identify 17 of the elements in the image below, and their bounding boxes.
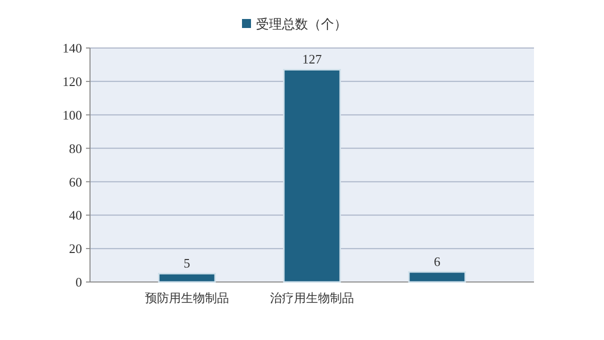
x-tick-label: 治疗用生物制品 xyxy=(270,291,354,305)
y-tick-label: 0 xyxy=(76,274,82,290)
y-tick-label: 100 xyxy=(62,107,82,122)
data-label: 6 xyxy=(434,254,441,269)
y-tick-label: 60 xyxy=(69,174,82,190)
y-tick-label: 140 xyxy=(62,40,82,56)
data-label: 127 xyxy=(302,52,322,67)
y-tick-label: 20 xyxy=(69,241,82,256)
bar xyxy=(283,68,341,283)
y-tick-label: 40 xyxy=(69,208,82,223)
data-label: 5 xyxy=(184,256,190,271)
y-tick-label: 80 xyxy=(69,140,82,156)
legend-label: 受理总数（个） xyxy=(256,18,347,33)
x-tick-label: 预防用生物制品 xyxy=(144,291,229,305)
bar xyxy=(408,271,466,283)
y-tick-label: 120 xyxy=(62,74,82,89)
bar xyxy=(158,272,216,283)
